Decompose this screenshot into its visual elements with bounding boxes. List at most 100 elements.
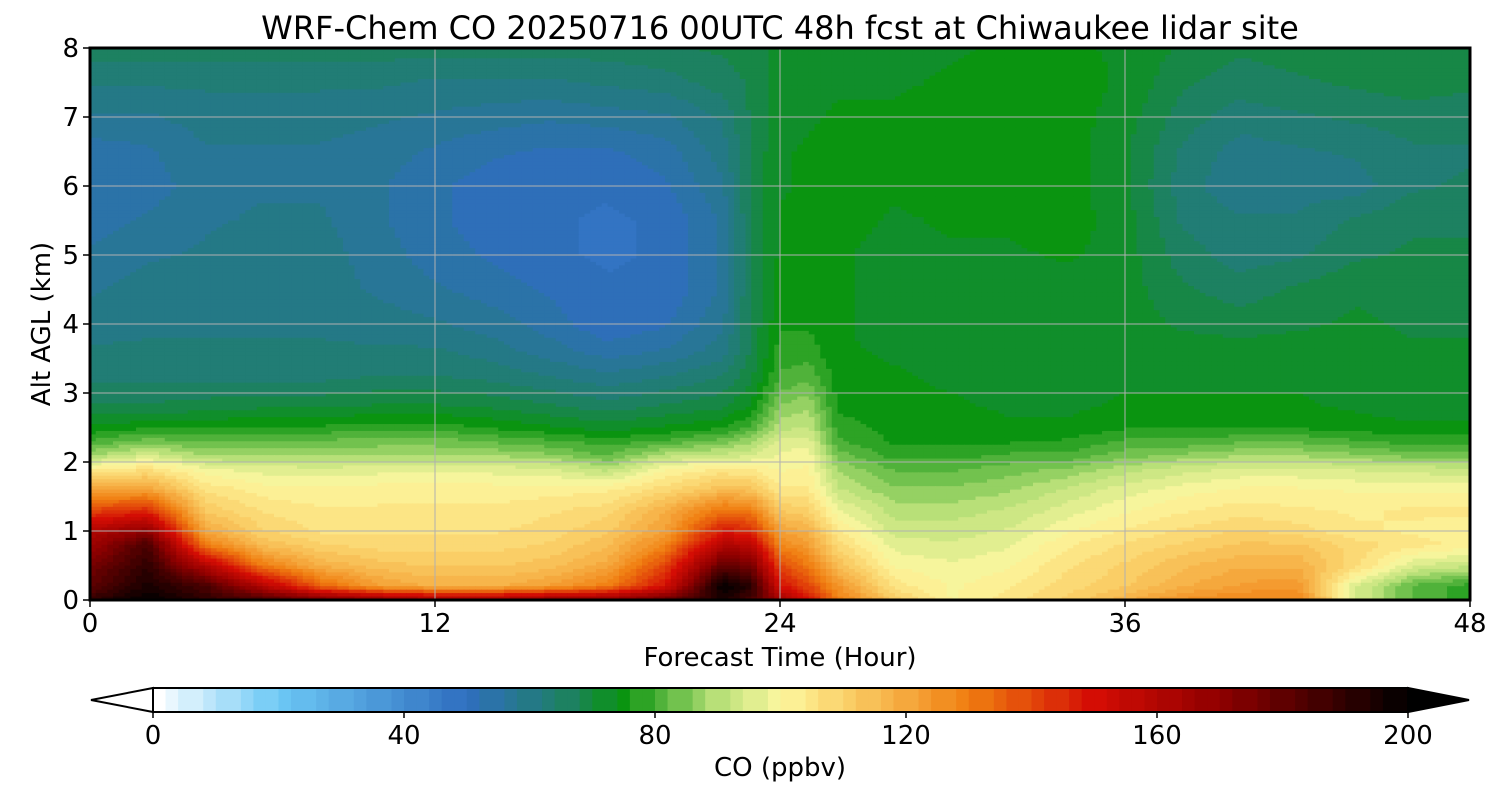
heat-cell [1033, 55, 1039, 59]
heat-cell [464, 93, 470, 97]
heat-cell [912, 100, 918, 104]
heat-cell [1096, 51, 1102, 55]
heat-cell [654, 100, 660, 104]
heat-cell [849, 93, 855, 97]
heat-cell [188, 117, 194, 121]
heat-cell [665, 62, 671, 66]
heat-cell [723, 76, 729, 80]
heat-cell [498, 69, 504, 73]
heat-cell [349, 117, 355, 121]
heat-cell [941, 110, 947, 114]
heat-cell [907, 72, 913, 76]
heat-cell [912, 89, 918, 93]
heat-cell [757, 51, 763, 55]
heat-cell [1045, 62, 1051, 66]
heat-cell [268, 110, 274, 114]
heat-cell [930, 79, 936, 83]
heat-cell [763, 89, 769, 93]
heat-cell [688, 103, 694, 107]
heat-cell [1165, 100, 1171, 104]
heat-cell [182, 110, 188, 114]
heat-cell [751, 86, 757, 90]
heat-cell [349, 107, 355, 111]
heat-cell [1413, 103, 1419, 107]
heat-cell [447, 55, 453, 59]
heat-cell [1022, 62, 1028, 66]
heat-cell [918, 69, 924, 73]
heat-cell [803, 107, 809, 111]
heat-cell [1165, 65, 1171, 69]
heat-cell [1137, 93, 1143, 97]
heat-cell [878, 69, 884, 73]
heat-cell [866, 79, 872, 83]
heat-cell [1292, 86, 1298, 90]
heat-cell [993, 100, 999, 104]
heat-cell [1269, 69, 1275, 73]
heat-cell [487, 51, 493, 55]
heat-cell [395, 65, 401, 69]
heat-cell [240, 86, 246, 90]
heat-cell [383, 51, 389, 55]
heat-cell [176, 117, 182, 121]
heat-cell [734, 55, 740, 59]
heat-cell [222, 86, 228, 90]
heat-cell [820, 96, 826, 100]
heat-cell [441, 100, 447, 104]
heat-cell [728, 110, 734, 114]
heat-cell [1459, 83, 1465, 87]
heat-cell [780, 51, 786, 55]
heat-cell [1436, 103, 1442, 107]
heat-cell [1378, 100, 1384, 104]
heat-cell [780, 55, 786, 59]
heat-cell [987, 83, 993, 87]
heat-cell [1160, 76, 1166, 80]
heat-cell [153, 110, 159, 114]
heat-cell [826, 76, 832, 80]
heat-cell [320, 83, 326, 87]
heat-cell [625, 103, 631, 107]
heat-cell [182, 62, 188, 66]
heat-cell [481, 107, 487, 111]
heat-cell [165, 51, 171, 55]
heat-cell [251, 93, 257, 97]
heat-cell [717, 96, 723, 100]
heat-cell [389, 58, 395, 62]
heat-cell [1050, 100, 1056, 104]
heat-cell [493, 93, 499, 97]
heat-cell [102, 72, 108, 76]
heat-cell [452, 55, 458, 59]
heat-cell [723, 51, 729, 55]
heat-cell [1188, 69, 1194, 73]
heat-cell [1430, 76, 1436, 80]
heat-cell [820, 83, 826, 87]
heat-cell [901, 65, 907, 69]
heat-cell [608, 110, 614, 114]
heat-cell [274, 117, 280, 121]
heat-cell [930, 83, 936, 87]
heat-cell [642, 83, 648, 87]
heat-cell [562, 107, 568, 111]
heat-cell [182, 79, 188, 83]
heat-cell [470, 110, 476, 114]
heat-cell [1240, 55, 1246, 59]
heat-cell [1027, 110, 1033, 114]
heat-cell [1361, 51, 1367, 55]
heat-cell [1246, 58, 1252, 62]
heat-cell [1355, 107, 1361, 111]
heat-cell [527, 55, 533, 59]
heat-cell [619, 51, 625, 55]
heat-cell [924, 86, 930, 90]
heat-cell [970, 110, 976, 114]
heat-cell [1321, 51, 1327, 55]
heat-cell [533, 58, 539, 62]
heat-cell [970, 96, 976, 100]
heat-cell [1068, 69, 1074, 73]
heat-cell [958, 110, 964, 114]
heat-cell [947, 117, 953, 121]
heat-cell [1252, 51, 1258, 55]
heat-cell [441, 58, 447, 62]
heat-cell [1413, 65, 1419, 69]
heat-cell [234, 55, 240, 59]
heat-cell [441, 51, 447, 55]
heat-cell [424, 58, 430, 62]
